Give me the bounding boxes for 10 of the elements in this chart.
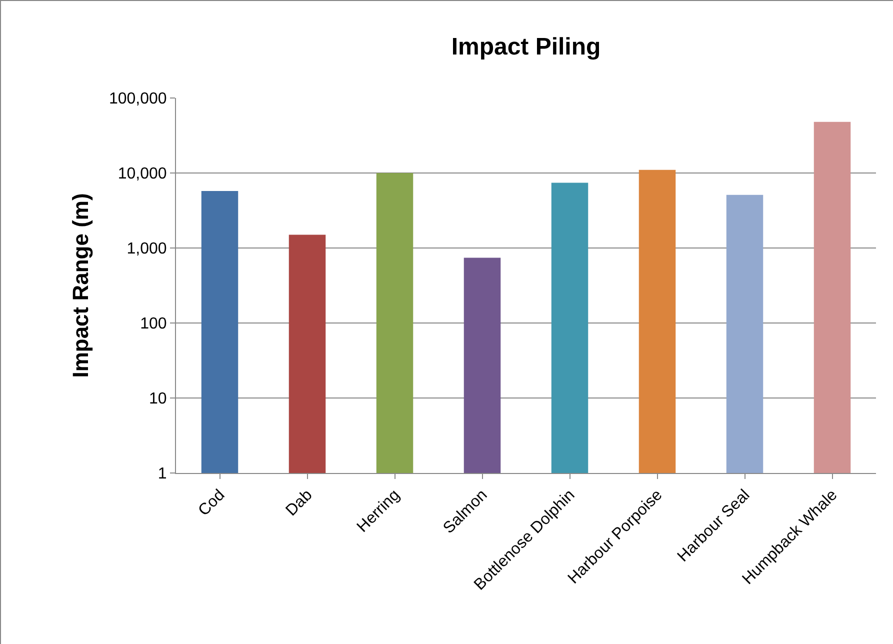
x-tick-label: Dab — [282, 486, 316, 520]
y-tick-label: 10,000 — [118, 166, 167, 183]
y-tick-label: 100 — [140, 316, 167, 333]
chart-title: Impact Piling — [451, 33, 601, 60]
y-tick-label: 100,000 — [108, 90, 167, 108]
y-tick-label: 1,000 — [126, 240, 167, 258]
y-tick-label: 10 — [149, 390, 167, 408]
y-axis-title: Impact Range (m) — [68, 193, 93, 378]
y-tick-label: 1 — [158, 466, 167, 483]
x-tick-label: Cod — [195, 486, 228, 520]
